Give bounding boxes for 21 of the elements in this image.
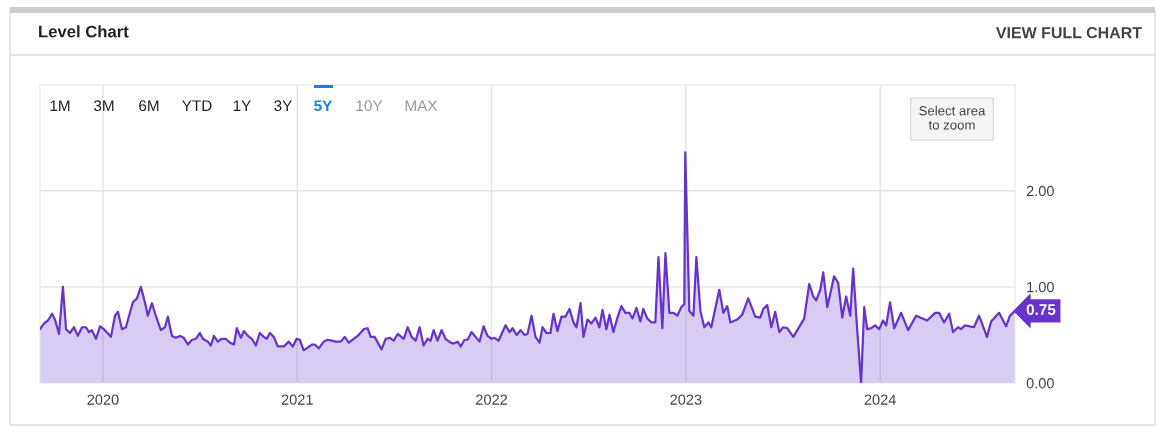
annotation: 0.75 [1026,304,1056,315]
x-tick-label: 2022 [476,394,508,405]
annotation: 3Y [274,100,293,112]
annotation: 1Y [233,100,252,111]
x-tick-label: 2023 [670,394,702,405]
annotation: YTD [182,100,212,111]
chart-title: Level Chart [39,25,129,38]
x-tick-label: 2024 [864,394,896,405]
x-tick-label: 2020 [87,394,119,405]
annotation: 1M [50,100,70,111]
annotation: 6M [139,100,159,112]
text: VIEW FULL CHART [996,26,1142,39]
annotation: 10Y [356,100,383,112]
annotation: Select area to zoom [919,105,986,130]
y-tick-label: 2.00 [1026,185,1054,197]
annotation: MAX [405,100,438,111]
annotation: 3M [93,100,114,112]
annotation: 5Y [314,100,333,112]
x-tick-label: 2021 [281,394,313,405]
y-tick-label: 1.00 [1027,281,1054,293]
y-tick-label: 0.00 [1026,378,1054,389]
